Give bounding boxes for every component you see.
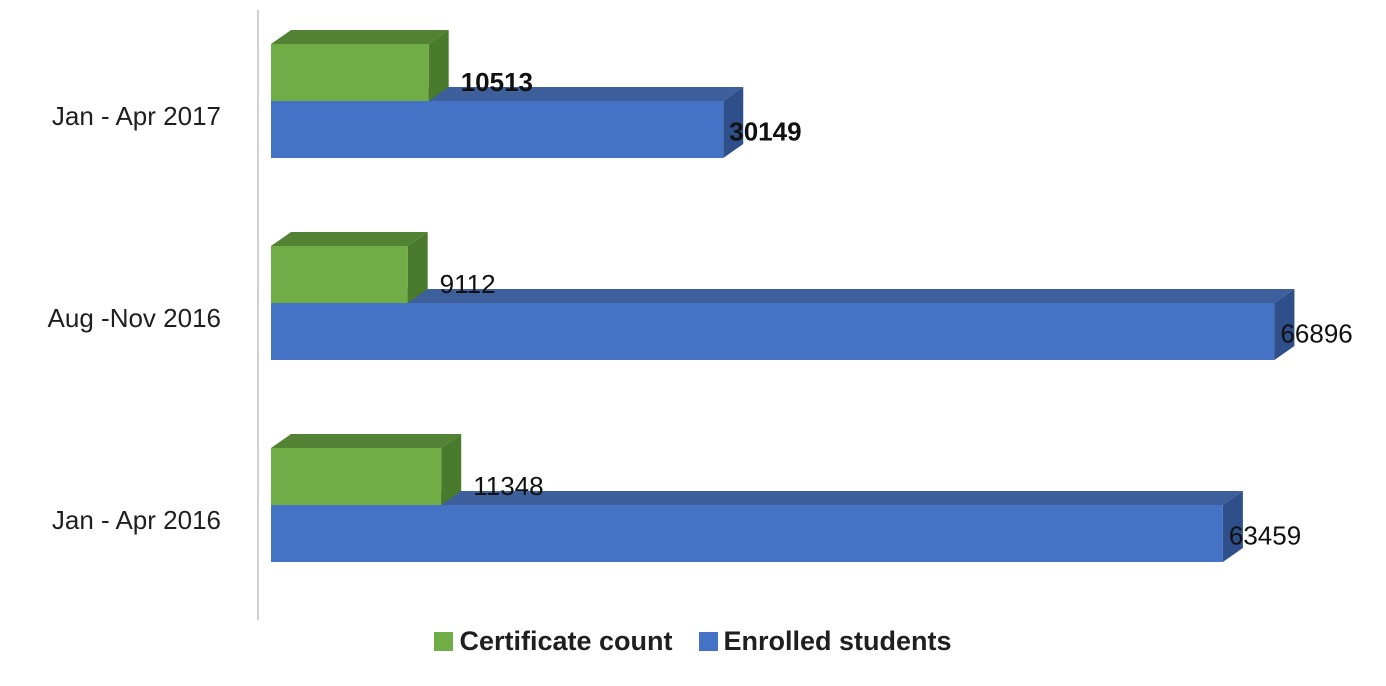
bar-side-certificate-count [441, 434, 462, 505]
bar-enrolled-students [271, 303, 1275, 360]
bar-certificate-count [271, 448, 442, 505]
legend-label: Certificate count [459, 626, 673, 656]
chart-legend: Certificate count Enrolled students [0, 626, 1386, 657]
data-label-certificate-count: 10513 [461, 67, 533, 97]
bar-enrolled-students [271, 505, 1223, 562]
bar-chart-plot: Jan - Apr 2017 30149 10513 Aug -Nov 2016 668… [48, 10, 1353, 620]
legend-item-enrolled-students: Enrolled students [698, 626, 952, 657]
bar-top-enrolled-students [271, 289, 1295, 303]
data-label-certificate-count: 9112 [440, 269, 496, 299]
category-label: Jan - Apr 2016 [52, 505, 221, 535]
bar-top-enrolled-students [271, 491, 1243, 505]
bar-certificate-count [271, 44, 429, 101]
data-label-enrolled-students: 66896 [1280, 319, 1352, 349]
bar-enrolled-students [271, 101, 724, 158]
data-label-enrolled-students: 63459 [1229, 521, 1301, 551]
legend-item-certificate-count: Certificate count [434, 626, 673, 657]
bar-side-certificate-count [428, 30, 449, 101]
bar-side-enrolled-students [1274, 289, 1295, 360]
legend-swatch-blue [698, 632, 718, 651]
data-label-certificate-count: 11348 [473, 471, 543, 501]
category-label: Jan - Apr 2017 [52, 101, 221, 131]
legend-label: Enrolled students [723, 626, 952, 656]
category-label: Aug -Nov 2016 [48, 303, 221, 333]
bar-certificate-count [271, 246, 408, 303]
bar-side-enrolled-students [1222, 491, 1243, 562]
legend-swatch-green [434, 632, 454, 651]
bar-top-certificate-count [271, 30, 449, 44]
bar-side-enrolled-students [723, 87, 744, 158]
bar-side-certificate-count [407, 232, 428, 303]
bar-top-certificate-count [271, 434, 462, 448]
bar-top-certificate-count [271, 232, 428, 246]
data-label-enrolled-students: 30149 [729, 117, 801, 147]
